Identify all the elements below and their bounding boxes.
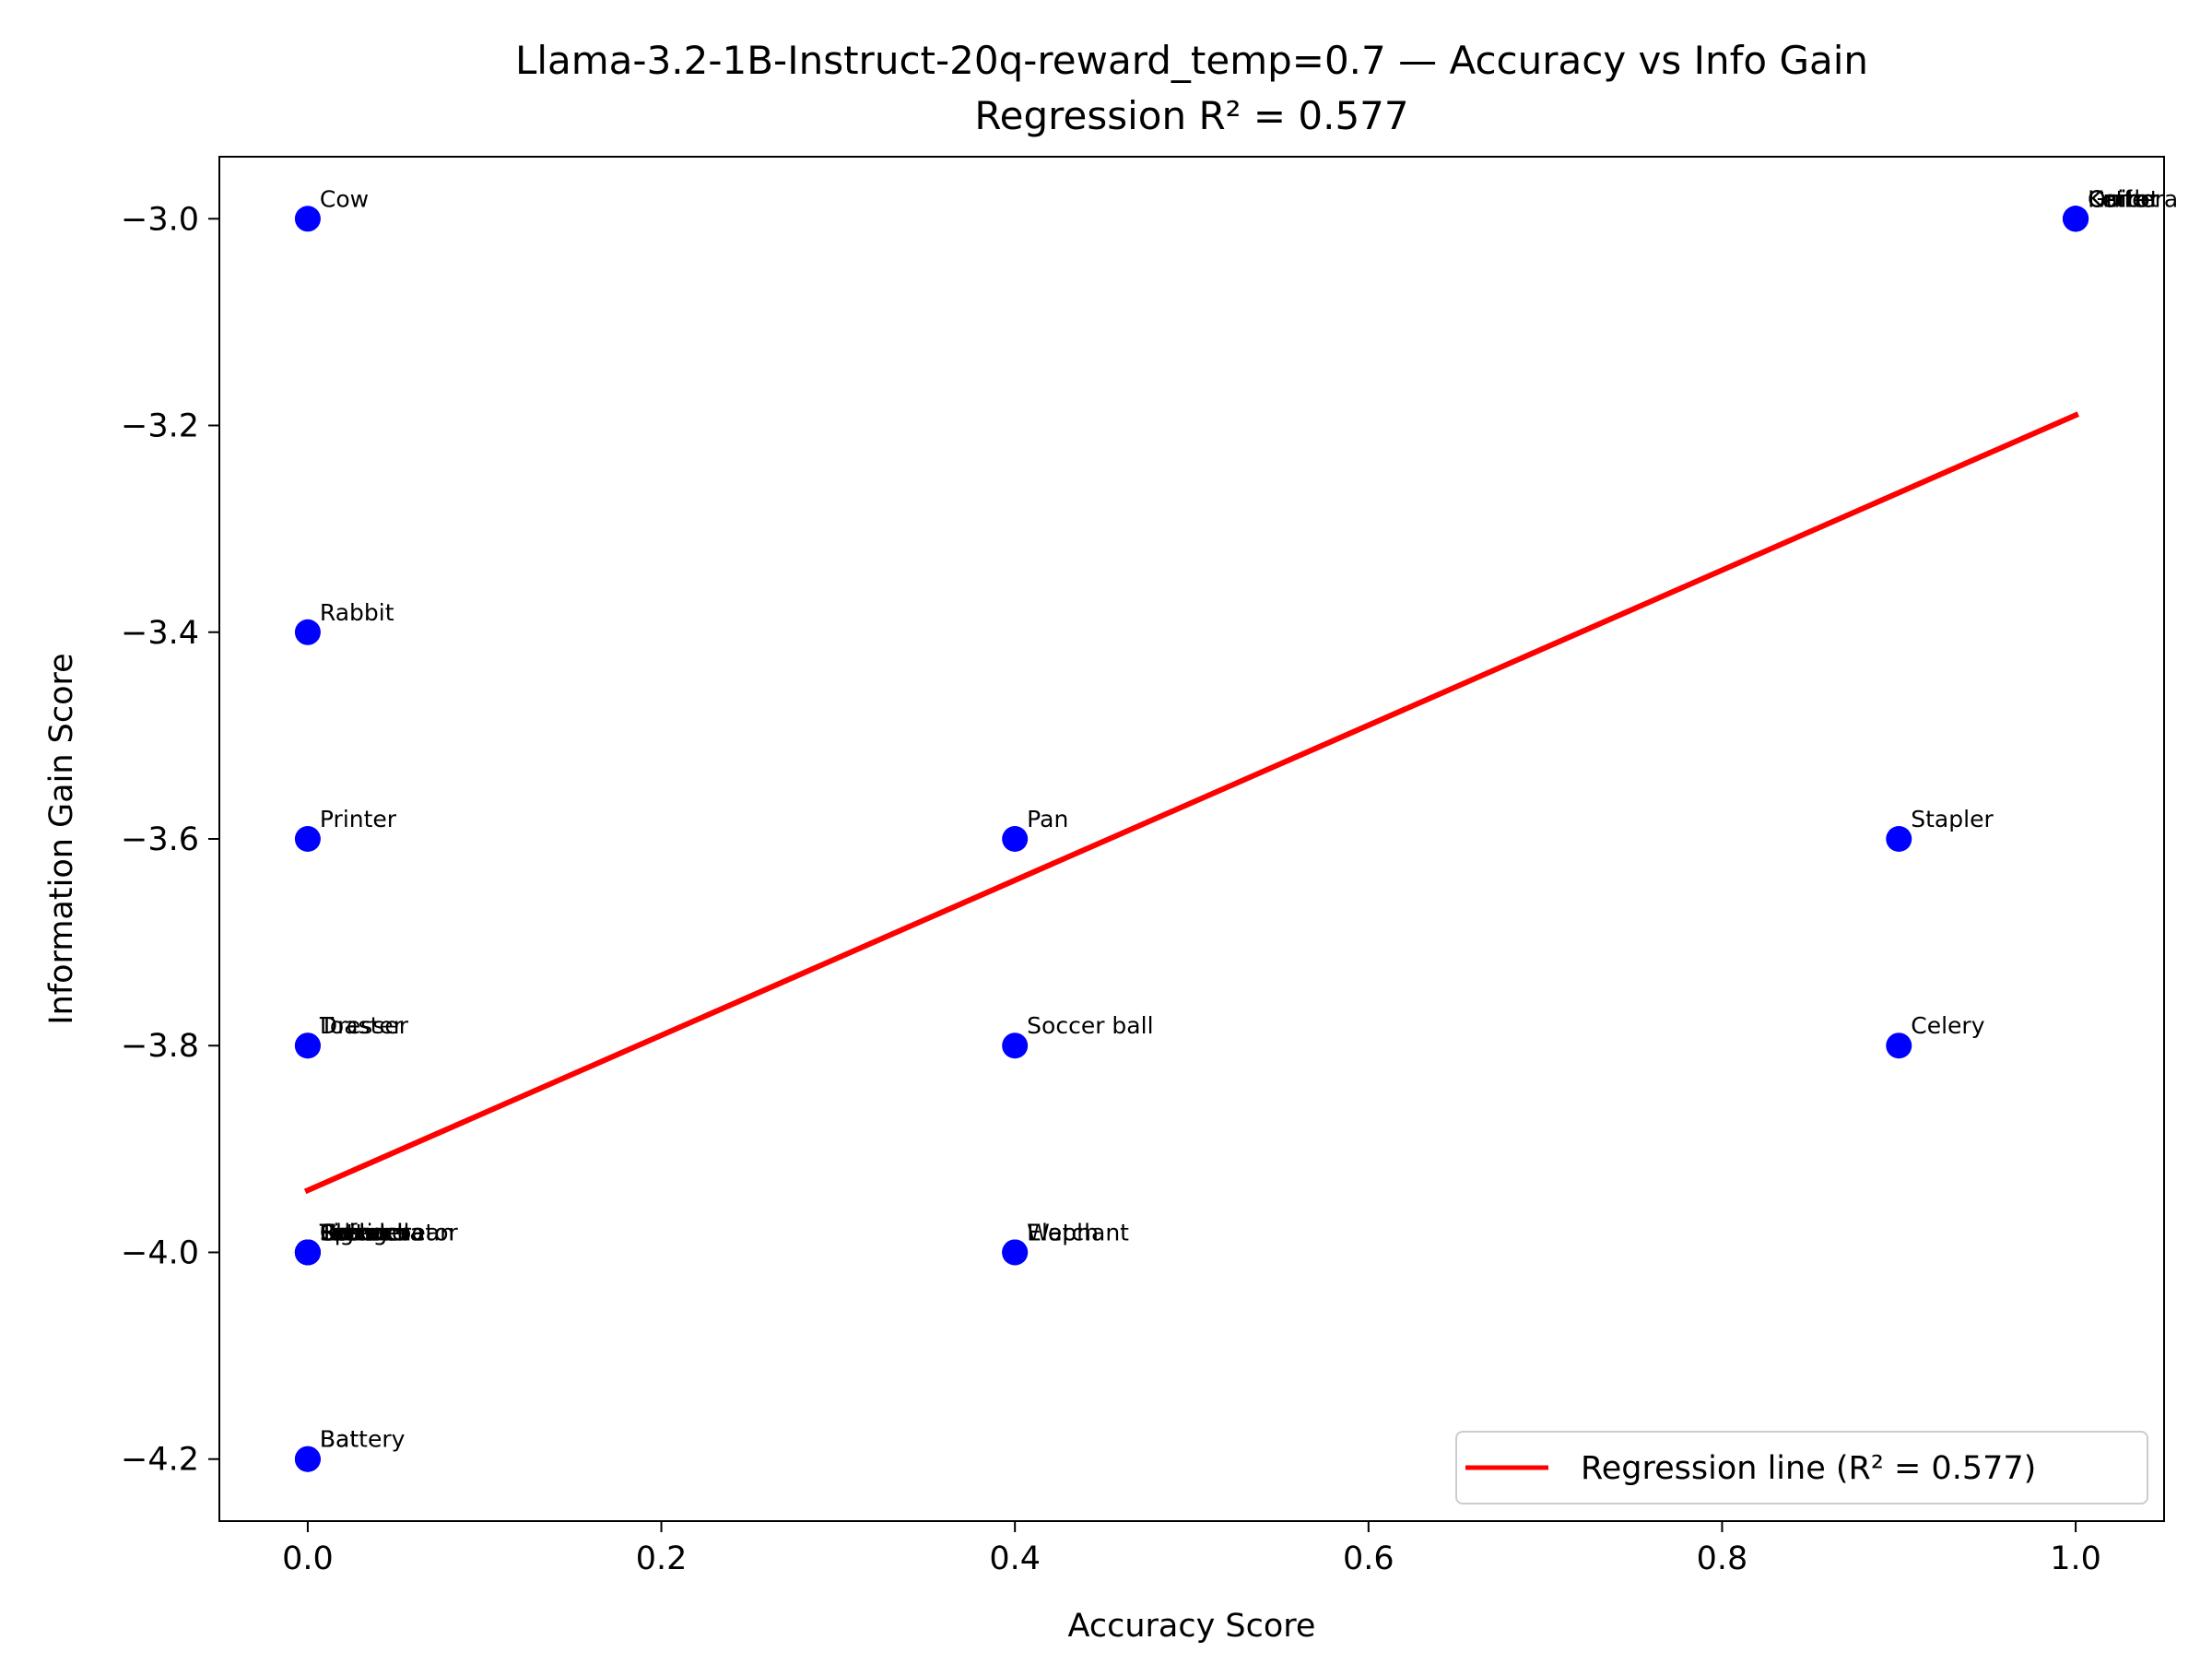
- data-point: [294, 1033, 321, 1059]
- point-label: Tiger: [319, 1219, 379, 1245]
- y-tick-label: −3.4: [121, 615, 199, 652]
- regression-line: [303, 411, 2080, 1195]
- point-label: Carrot: [2088, 185, 2159, 212]
- x-tick-label: 0.2: [636, 1540, 688, 1577]
- x-tick-label: 0.8: [1697, 1540, 1748, 1577]
- point-label: Guitar: [2088, 185, 2159, 212]
- data-point: [1002, 1033, 1029, 1059]
- chart-title: Llama-3.2-1B-Instruct-20q-reward_temp=0.…: [515, 38, 1868, 83]
- chart-subtitle: Regression R² = 0.577: [974, 93, 1408, 138]
- x-axis-label: Accuracy Score: [1068, 1608, 1316, 1645]
- point-label: Camera: [2088, 185, 2178, 212]
- x-tick-label: 1.0: [2050, 1540, 2101, 1577]
- point-label: Onion: [2088, 185, 2156, 212]
- x-tick-label: 0.4: [989, 1540, 1041, 1577]
- point-label: Elephant: [1027, 1219, 1129, 1245]
- y-tick-label: −4.0: [121, 1234, 199, 1271]
- point-label: Toaster: [319, 1012, 404, 1039]
- data-point: [294, 826, 321, 852]
- x-tick-label: 0.6: [1343, 1540, 1394, 1577]
- point-label: Battery: [320, 1426, 406, 1453]
- legend-box: [1455, 1431, 2148, 1505]
- data-point: [294, 1446, 321, 1472]
- point-label: Bat: [320, 1426, 359, 1453]
- point-label: Stapler: [1911, 806, 1994, 832]
- y-axis-label: Information Gain Score: [43, 653, 80, 1024]
- x-tick-label: 0.0: [282, 1540, 334, 1577]
- point-label: Knife: [2088, 185, 2146, 212]
- point-label: Blender: [320, 1219, 410, 1245]
- data-point: [1002, 1239, 1029, 1266]
- point-label: Umbrella: [320, 1219, 424, 1245]
- point-label: Watch: [1027, 1219, 1099, 1245]
- point-label: Spinach: [320, 1219, 411, 1245]
- point-label: Green bean: [320, 1219, 454, 1245]
- y-tick-label: −3.2: [121, 408, 199, 445]
- point-label: Rabbit: [320, 599, 394, 626]
- point-label: Soccer ball: [1027, 1012, 1153, 1039]
- data-point: [2063, 206, 2089, 232]
- point-label: Cow: [320, 185, 369, 212]
- data-point: [294, 619, 321, 645]
- y-tick-label: −3.8: [121, 1028, 199, 1065]
- y-axis: −3.0 −3.2 −3.4 −3.6 −3.8 −4.0 −4.2: [121, 201, 219, 1479]
- point-label: Celery: [1911, 1012, 1984, 1039]
- data-point: [294, 1239, 321, 1266]
- point-label: Dresser: [320, 1012, 409, 1039]
- legend-entry-regression: Regression line (R² = 0.577): [1581, 1450, 2036, 1487]
- point-label: Kettle: [2088, 185, 2154, 212]
- data-point: [1886, 1033, 1912, 1059]
- point-label: Pan: [1027, 806, 1068, 832]
- y-tick-label: −3.6: [121, 821, 199, 858]
- y-tick-label: −4.2: [121, 1442, 199, 1479]
- point-label: Printer: [320, 806, 397, 832]
- data-point: [1002, 826, 1029, 852]
- legend: Regression line (R² = 0.577): [1455, 1431, 2148, 1505]
- data-point: [1886, 826, 1912, 852]
- x-axis: 0.0 0.2 0.4 0.6 0.8 1.0: [282, 1521, 2101, 1577]
- point-label: Refrigerator: [320, 1219, 459, 1245]
- y-tick-label: −3.0: [121, 201, 199, 238]
- data-point: [294, 206, 321, 232]
- point-label: Tablet: [319, 1219, 389, 1245]
- point-label: Lettuce: [320, 1219, 406, 1245]
